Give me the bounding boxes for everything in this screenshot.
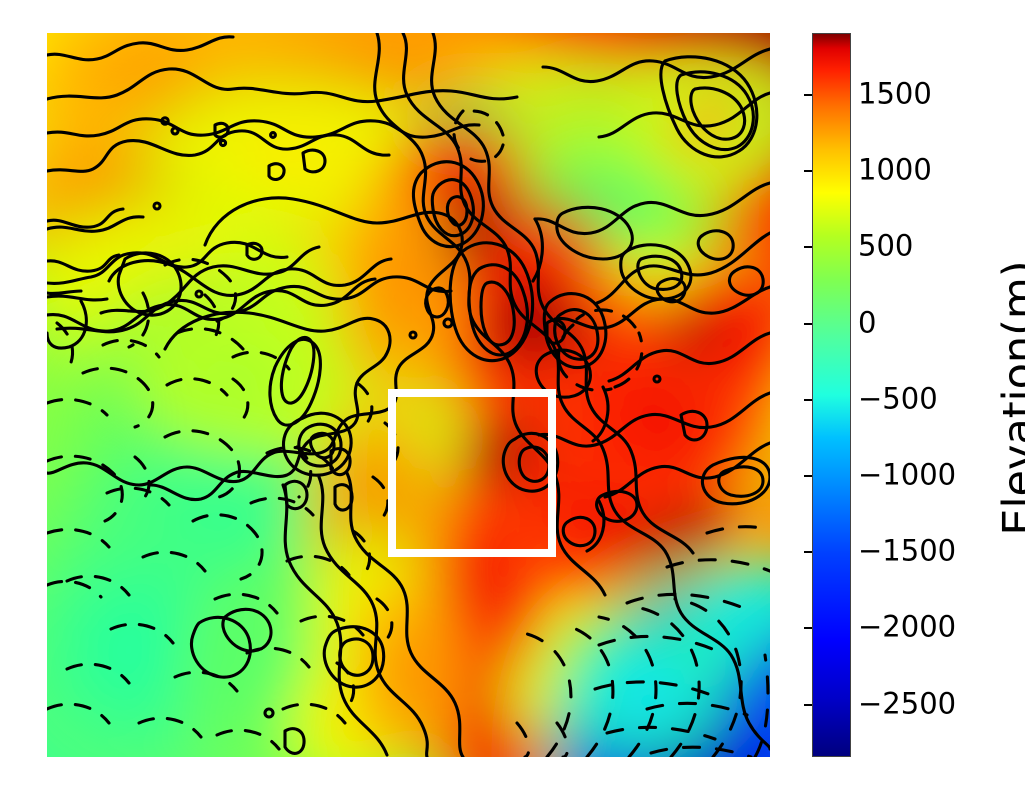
contour-lines-basin	[515, 525, 770, 757]
colorbar-tick-label-5: −1000	[858, 457, 957, 492]
colorbar-tick-label-0: 1500	[858, 76, 932, 111]
colorbar-tick-3	[804, 322, 812, 325]
elevation-map[interactable]	[47, 33, 770, 757]
colorbar-tick-4	[804, 398, 812, 401]
map-svg	[47, 33, 770, 757]
colorbar-tick-label-4: −500	[858, 381, 938, 416]
contour-lines-negative	[47, 257, 400, 751]
colorbar-tick-1	[804, 170, 812, 173]
colorbar-tick-5	[804, 475, 812, 478]
colorbar-tick-6	[804, 551, 812, 554]
colorbar-tick-0	[804, 93, 812, 96]
colorbar-tick-8	[804, 703, 812, 706]
elevation-shading	[47, 33, 770, 757]
colorbar-axis-label: Elevation(m)	[994, 260, 1025, 536]
colorbar-tick-label-7: −2000	[858, 609, 957, 644]
colorbar-tick-2	[804, 246, 812, 249]
colorbar-tick-label-1: 1000	[858, 152, 932, 187]
colorbar-tick-label-3: 0	[858, 305, 877, 340]
colorbar[interactable]	[804, 33, 851, 757]
colorbar-tick-label-2: 500	[858, 228, 914, 263]
colorbar-tick-label-8: −2500	[858, 686, 957, 721]
colorbar-tick-7	[804, 627, 812, 630]
colorbar-gradient	[812, 33, 851, 757]
colorbar-tick-label-6: −1500	[858, 533, 957, 568]
